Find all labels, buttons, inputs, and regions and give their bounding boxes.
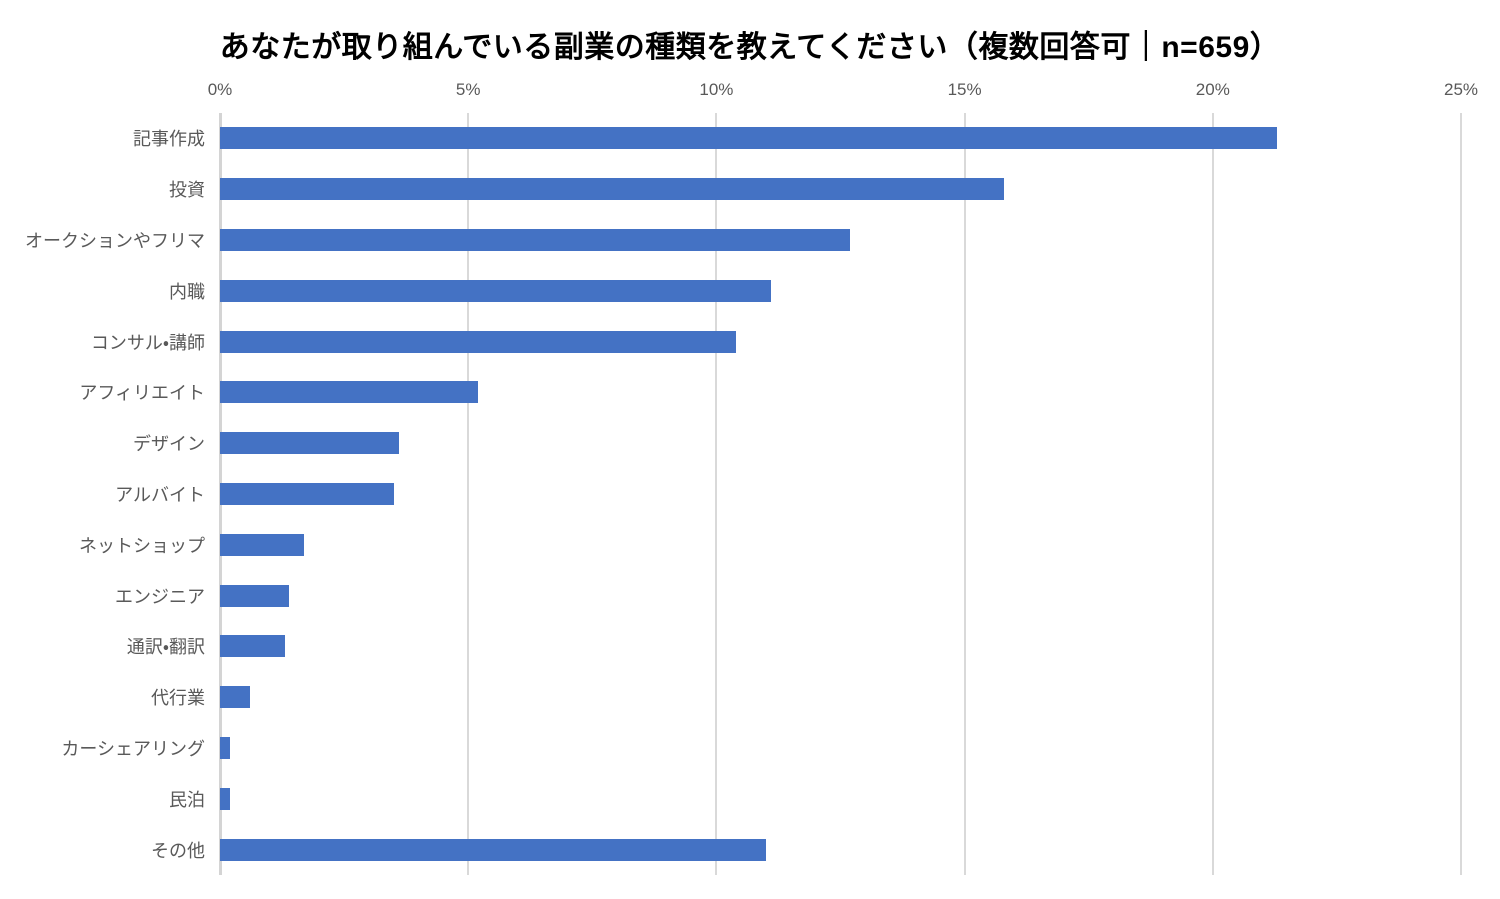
- bar: [220, 228, 851, 251]
- x-axis-tick: 25%: [1443, 80, 1479, 99]
- gridline: [1211, 113, 1214, 875]
- bar-row: アフィリエイト: [0, 367, 1461, 418]
- bar-row: 代行業: [0, 672, 1461, 723]
- category-label: アルバイト: [115, 484, 205, 505]
- category-label: 記事作成: [133, 129, 205, 150]
- x-axis-tick: 0%: [207, 80, 233, 99]
- x-axis-tick: 10%: [699, 80, 734, 99]
- bar: [220, 482, 394, 505]
- bar-row: その他: [0, 824, 1461, 875]
- x-axis: 0% 5% 10% 15% 20% 25%: [208, 80, 1478, 102]
- category-label: カーシェアリング: [61, 738, 205, 759]
- bar-row: エンジニア: [0, 570, 1461, 621]
- bar-row: コンサル・講師: [0, 316, 1461, 367]
- gridline: [715, 113, 718, 875]
- category-label: その他: [151, 840, 205, 861]
- bar: [220, 381, 479, 404]
- gridline: [467, 113, 470, 875]
- bar: [220, 736, 230, 759]
- category-label: デザイン: [133, 434, 205, 455]
- x-axis-tick: 5%: [455, 80, 481, 99]
- bar-row: オークションやフリマ: [0, 215, 1461, 266]
- bar-row: 民泊: [0, 773, 1461, 824]
- plot-area: 記事作成投資オークションやフリマ内職コンサル・講師アフィリエイトデザインアルバイ…: [25, 113, 1462, 875]
- bar-row: 通訳・翻訳: [0, 621, 1461, 672]
- bar-row: 投資: [0, 164, 1461, 215]
- bar: [220, 838, 767, 861]
- bar-row: デザイン: [0, 418, 1461, 469]
- bar: [220, 127, 1278, 150]
- category-label: コンサル・講師: [90, 332, 205, 353]
- category-label: 通訳・翻訳: [126, 637, 205, 658]
- bar: [220, 584, 290, 607]
- gridline: [963, 113, 966, 875]
- bar: [220, 787, 230, 810]
- category-label: ネットショップ: [79, 535, 205, 556]
- bar-row: 内職: [0, 265, 1461, 316]
- bar: [220, 533, 305, 556]
- category-label: オークションやフリマ: [25, 230, 205, 251]
- bar: [220, 330, 737, 353]
- chart-title: あなたが取り組んでいる副業の種類を教えてください（複数回答可｜n=659）: [219, 31, 1281, 64]
- bar: [220, 178, 1005, 201]
- x-axis-tick: 20%: [1195, 80, 1230, 99]
- category-label: エンジニア: [115, 586, 205, 607]
- bar-row: カーシェアリング: [0, 723, 1461, 774]
- bar: [220, 279, 771, 302]
- category-label: アフィリエイト: [79, 383, 205, 404]
- bar: [220, 686, 250, 709]
- category-label: 民泊: [169, 789, 205, 810]
- x-axis-tick: 15%: [947, 80, 982, 99]
- bar-row: 記事作成: [0, 113, 1461, 164]
- bar-row: アルバイト: [0, 469, 1461, 520]
- gridline: [1460, 113, 1462, 875]
- bar: [220, 432, 399, 455]
- bar: [220, 635, 285, 658]
- category-label: 内職: [169, 281, 205, 302]
- category-label: 投資: [169, 180, 205, 201]
- bar-row: ネットショップ: [0, 519, 1461, 570]
- category-label: 代行業: [151, 688, 205, 709]
